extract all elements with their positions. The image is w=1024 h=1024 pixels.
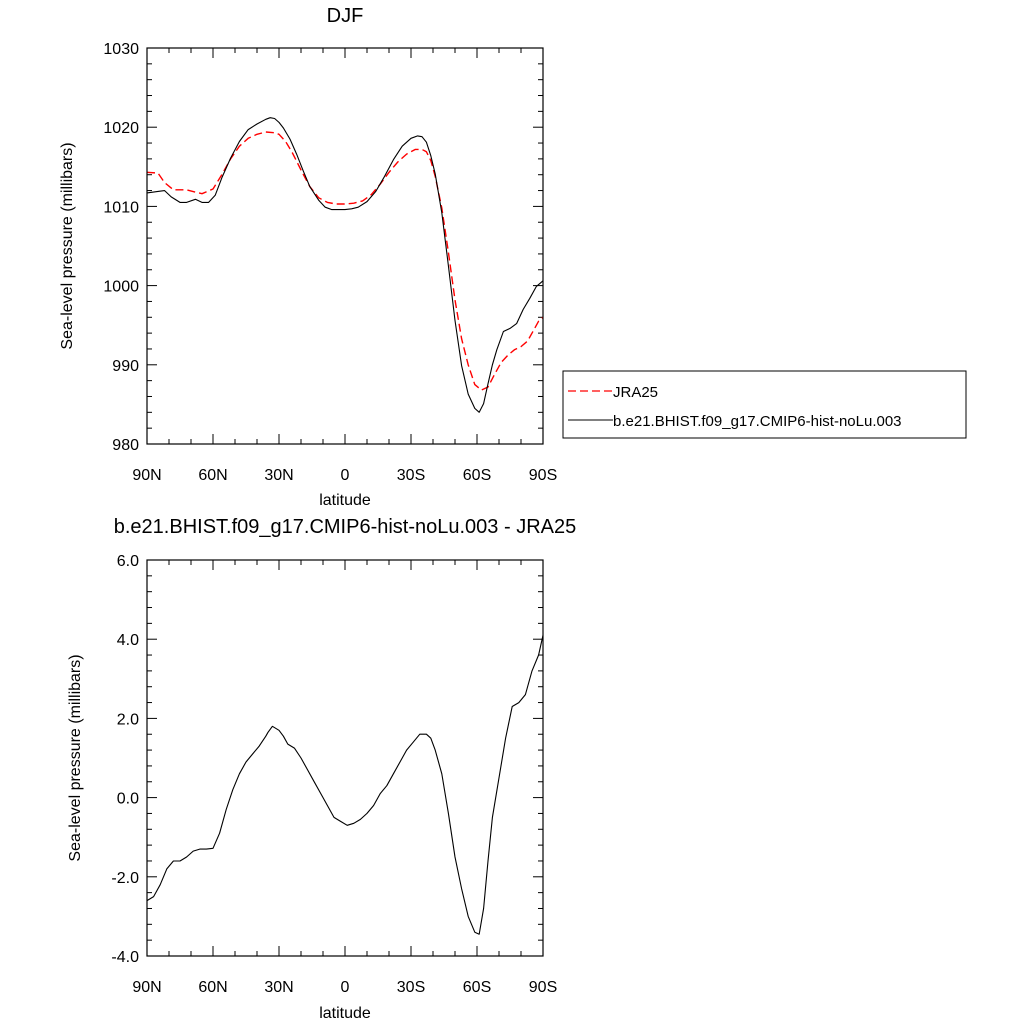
top-chart-panel: DJF Sea-level pressure (millibars) latit… — [59, 5, 557, 509]
bottom-y-tick-label: 4.0 — [117, 632, 139, 649]
top-chart-frame — [146, 47, 544, 445]
bottom-chart-axes: 90N 60N 30N 0 30S 60S 90S -4.0 -2.0 0.0 2.0 4.0 6.0 — [111, 553, 557, 996]
bottom-y-tick-label: -4.0 — [111, 949, 139, 966]
top-series-line-1 — [146, 117, 544, 413]
top-chart-xlabel: latitude — [319, 492, 371, 509]
bottom-chart-panel: b.e21.BHIST.f09_g17.CMIP6-hist-noLu.003 … — [67, 516, 576, 1022]
top-series-line-0 — [146, 131, 544, 391]
top-x-tick-label: 90N — [132, 467, 161, 484]
top-chart-ylabel: Sea-level pressure (millibars) — [59, 142, 76, 349]
bottom-y-tick-label: -2.0 — [111, 870, 139, 887]
top-y-tick-label: 1030 — [103, 41, 139, 58]
bottom-x-tick-label: 30S — [397, 979, 425, 996]
top-y-tick-label: 1020 — [103, 120, 139, 137]
top-chart-title: DJF — [327, 5, 364, 27]
bottom-chart-ylabel: Sea-level pressure (millibars) — [67, 654, 84, 861]
bottom-x-tick-label: 90N — [132, 979, 161, 996]
bottom-chart-xlabel: latitude — [319, 1005, 371, 1022]
bottom-series-line-0 — [146, 635, 544, 935]
top-x-tick-label: 30N — [264, 467, 293, 484]
bottom-y-tick-label: 0.0 — [117, 791, 139, 808]
top-y-tick-label: 990 — [112, 358, 139, 375]
legend-box — [562, 370, 967, 439]
top-x-tick-label: 60N — [198, 467, 227, 484]
top-y-tick-label: 1000 — [103, 279, 139, 296]
top-x-tick-label: 0 — [341, 467, 350, 484]
top-y-tick-label: 980 — [112, 437, 139, 454]
bottom-x-tick-label: 30N — [264, 979, 293, 996]
bottom-chart-title: b.e21.BHIST.f09_g17.CMIP6-hist-noLu.003 … — [114, 516, 576, 538]
bottom-y-tick-label: 2.0 — [117, 711, 139, 728]
bottom-x-tick-label: 60S — [463, 979, 491, 996]
legend: JRA25 b.e21.BHIST.f09_g17.CMIP6-hist-noL… — [562, 370, 967, 439]
bottom-x-tick-label: 90S — [529, 979, 557, 996]
top-chart-series — [146, 117, 544, 413]
legend-label-jra25: JRA25 — [613, 384, 658, 401]
bottom-chart-frame — [146, 559, 544, 957]
top-x-tick-label: 60S — [463, 467, 491, 484]
bottom-x-tick-label: 0 — [341, 979, 350, 996]
legend-label-model: b.e21.BHIST.f09_g17.CMIP6-hist-noLu.003 — [613, 413, 902, 430]
bottom-y-tick-label: 6.0 — [117, 553, 139, 570]
top-x-tick-label: 30S — [397, 467, 425, 484]
top-chart-axes: 90N 60N 30N 0 30S 60S 90S 980 990 1000 1010 1020 103… — [103, 41, 557, 484]
top-x-tick-label: 90S — [529, 467, 557, 484]
bottom-x-tick-label: 60N — [198, 979, 227, 996]
bottom-chart-series — [146, 635, 544, 935]
top-y-tick-label: 1010 — [103, 199, 139, 216]
